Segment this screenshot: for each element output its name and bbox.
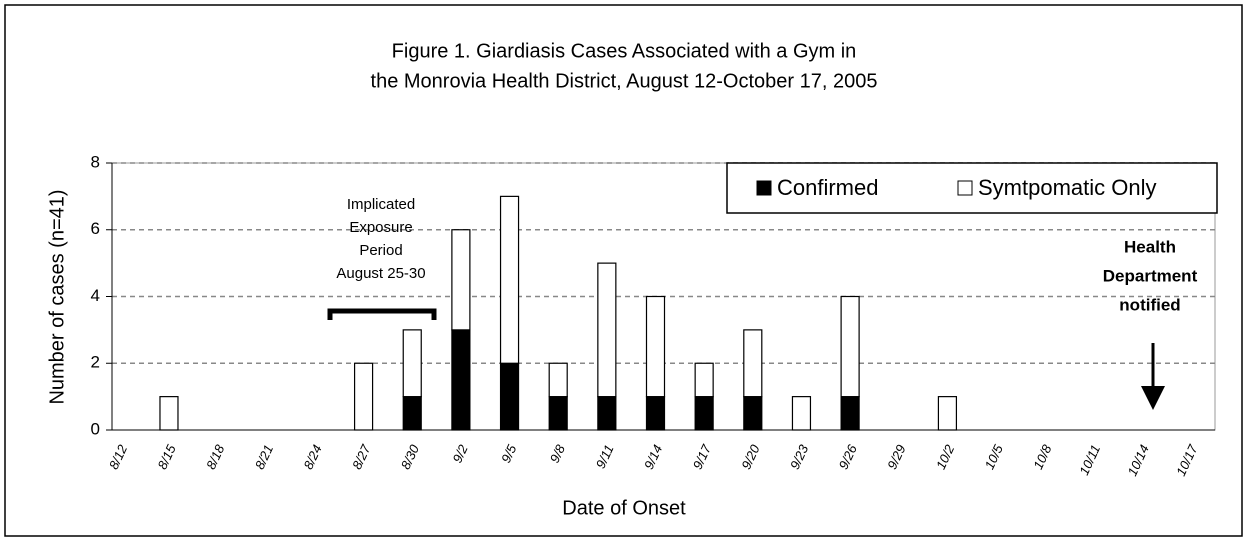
y-tick-label: 4 bbox=[91, 286, 100, 305]
bar-segment bbox=[743, 329, 763, 398]
x-tick-label: 9/5 bbox=[498, 442, 520, 465]
bar-segment bbox=[451, 229, 471, 331]
y-tick-label: 2 bbox=[91, 353, 100, 372]
y-tick-label: 8 bbox=[91, 152, 100, 171]
chart-border bbox=[4, 4, 1243, 537]
bar-segment bbox=[402, 396, 422, 431]
annotation-text: Department bbox=[1103, 266, 1198, 285]
bar-segment bbox=[840, 396, 860, 431]
bar-segment bbox=[694, 396, 714, 431]
legend-label: Confirmed bbox=[777, 175, 878, 200]
bar-segment bbox=[743, 396, 763, 431]
bar-segment bbox=[499, 195, 520, 364]
y-tick-label: 6 bbox=[91, 219, 100, 238]
annotation-text: Implicated bbox=[347, 196, 415, 213]
x-axis-title: Date of Onset bbox=[562, 497, 686, 519]
annotation-text: Health bbox=[1124, 237, 1176, 256]
x-tick-label: 9/2 bbox=[449, 442, 471, 465]
bar-segment bbox=[694, 362, 714, 398]
bar-segment bbox=[499, 362, 520, 431]
annotation-text: August 25-30 bbox=[336, 265, 425, 282]
x-tick-label: 9/8 bbox=[547, 442, 569, 465]
annotation-text: notified bbox=[1119, 295, 1180, 314]
exposure-bracket bbox=[327, 308, 437, 320]
bar-segment bbox=[645, 295, 666, 398]
chart-title: Figure 1. Giardiasis Cases Associated wi… bbox=[392, 40, 857, 62]
bar-segment bbox=[791, 396, 812, 431]
bar-segment bbox=[548, 362, 568, 398]
annotation-text: Period bbox=[359, 242, 402, 259]
bar-segment bbox=[159, 396, 179, 431]
y-axis-title: Number of cases (n=41) bbox=[46, 189, 68, 404]
bar-segment bbox=[840, 295, 860, 398]
bar-segment bbox=[353, 362, 374, 431]
bar-segment bbox=[597, 262, 617, 398]
bar-segment bbox=[402, 329, 422, 398]
legend-label: Symtpomatic Only bbox=[978, 175, 1157, 200]
legend-swatch bbox=[957, 180, 973, 196]
bar-segment bbox=[597, 396, 617, 431]
bar-segment bbox=[451, 329, 471, 431]
bar-segment bbox=[548, 396, 568, 431]
y-tick-label: 0 bbox=[91, 419, 100, 438]
bar-segment bbox=[937, 396, 958, 431]
chart-title: the Monrovia Health District, August 12-… bbox=[371, 70, 878, 92]
annotation-text: Exposure bbox=[349, 219, 412, 236]
legend-swatch bbox=[756, 180, 772, 196]
bar-segment bbox=[645, 396, 666, 431]
arrow-head bbox=[1141, 386, 1165, 410]
